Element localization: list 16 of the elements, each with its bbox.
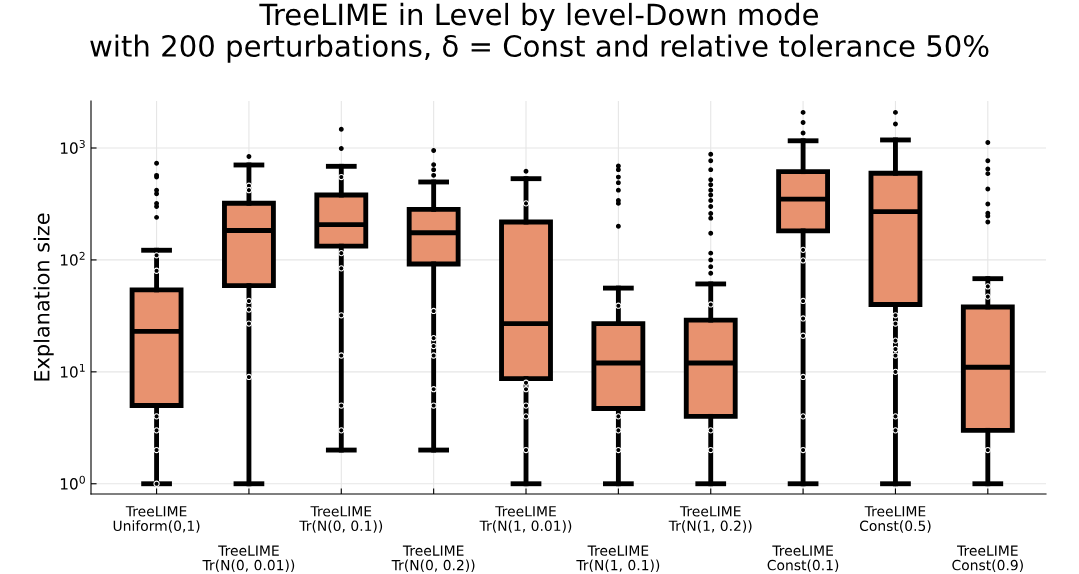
x-tick-label: TreeLIME Tr(N(0, 0.2)): [391, 545, 475, 572]
chart-title: TreeLIME in Level by level-Down mode with 200 perturbations, δ = Const and relative tolerance 50%: [90, 2, 989, 63]
x-tick-label: TreeLIME Const(0.1): [767, 545, 839, 572]
x-tick-label: TreeLIME Tr(N(0, 0.01)): [202, 545, 295, 572]
x-tick-label: TreeLIME Tr(N(1, 0.01)): [479, 506, 572, 533]
y-tick-label: 10$^{3}$: [60, 139, 85, 154]
y-tick-label: 10$^{1}$: [60, 363, 85, 378]
x-tick-label: TreeLIME Const(0.9): [952, 545, 1023, 572]
x-tick-label: TreeLIME Tr(N(1, 0.2)): [668, 506, 752, 533]
x-tick-label: TreeLIME Tr(N(0, 0.1)): [299, 506, 383, 533]
y-axis-title: Explanation size: [33, 213, 54, 381]
x-tick-label: TreeLIME Tr(N(1, 0.1)): [576, 545, 660, 572]
x-tick-label: TreeLIME Uniform(0,1): [113, 506, 200, 533]
x-tick-label: TreeLIME Const(0.5): [859, 506, 931, 533]
y-tick-label: 10$^{0}$: [60, 475, 85, 490]
y-tick-label: 10$^{2}$: [60, 251, 85, 266]
